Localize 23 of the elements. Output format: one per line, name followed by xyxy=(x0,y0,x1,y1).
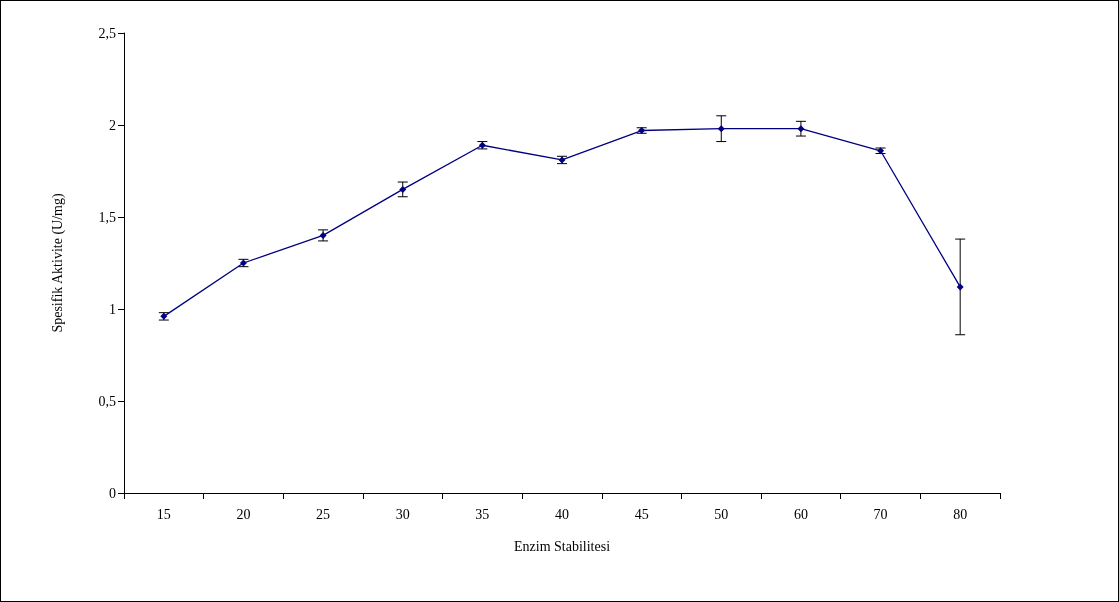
x-tick-label: 40 xyxy=(555,506,569,522)
x-tick-label: 70 xyxy=(873,506,888,522)
x-tick-label: 35 xyxy=(475,506,490,522)
x-tick-label: 30 xyxy=(395,506,410,522)
y-tick-label: 0 xyxy=(109,485,116,501)
y-tick-label: 2 xyxy=(109,117,116,133)
point xyxy=(717,125,725,133)
x-tick-label: 20 xyxy=(236,506,251,522)
x-tick-label: 80 xyxy=(953,506,968,522)
x-tick-label: 15 xyxy=(156,506,171,522)
x-axis-title: Enzim Stabilitesi xyxy=(513,538,611,554)
point xyxy=(956,283,964,291)
point xyxy=(797,125,805,133)
x-tick-label: 45 xyxy=(634,506,649,522)
x-tick-label: 50 xyxy=(714,506,729,522)
x-tick-label: 25 xyxy=(316,506,331,522)
y-axis-title: Spesifik Aktivite (U/mg) xyxy=(49,193,66,333)
y-tick-label: 0,5 xyxy=(98,393,116,409)
y-tick-label: 1,5 xyxy=(98,209,116,225)
y-tick-label: 2,5 xyxy=(98,25,116,41)
x-tick-label: 60 xyxy=(793,506,808,522)
y-tick-label: 1 xyxy=(109,301,116,317)
point xyxy=(399,185,407,193)
